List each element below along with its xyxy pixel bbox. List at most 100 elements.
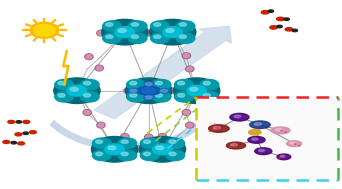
Ellipse shape [83,81,91,85]
Ellipse shape [131,35,139,39]
Ellipse shape [152,92,171,102]
Ellipse shape [209,125,229,132]
Ellipse shape [248,136,265,143]
Ellipse shape [142,88,156,94]
Ellipse shape [106,35,113,39]
Ellipse shape [128,33,147,43]
Ellipse shape [252,138,258,140]
Ellipse shape [102,19,148,45]
Ellipse shape [97,122,105,128]
Ellipse shape [176,33,195,43]
Ellipse shape [84,110,90,115]
Ellipse shape [23,120,30,123]
Ellipse shape [285,28,293,31]
Ellipse shape [127,79,145,90]
Ellipse shape [187,123,193,127]
Ellipse shape [277,17,284,21]
Ellipse shape [130,81,137,85]
FancyBboxPatch shape [196,97,338,180]
Ellipse shape [261,11,269,14]
Ellipse shape [280,155,285,157]
Ellipse shape [95,152,103,156]
Ellipse shape [92,150,111,161]
Ellipse shape [86,55,92,59]
Ellipse shape [143,140,150,143]
Ellipse shape [145,134,153,140]
Ellipse shape [98,123,104,127]
Ellipse shape [145,96,152,99]
Ellipse shape [213,126,220,129]
Ellipse shape [139,136,186,162]
Ellipse shape [118,138,137,148]
Ellipse shape [275,129,282,131]
Ellipse shape [159,134,166,139]
Ellipse shape [173,78,220,104]
Ellipse shape [152,79,171,90]
Ellipse shape [168,89,174,93]
Ellipse shape [126,78,172,104]
Ellipse shape [83,110,91,115]
Ellipse shape [146,31,152,35]
Ellipse shape [8,120,15,123]
Ellipse shape [174,79,193,90]
Ellipse shape [254,123,261,125]
Ellipse shape [96,66,102,70]
Ellipse shape [54,78,100,104]
Ellipse shape [140,138,159,148]
Ellipse shape [186,122,194,128]
Ellipse shape [249,130,261,135]
Ellipse shape [125,89,131,93]
Ellipse shape [83,94,91,97]
Ellipse shape [156,146,164,150]
Ellipse shape [155,94,162,97]
Ellipse shape [118,150,137,161]
Ellipse shape [161,89,168,92]
Ellipse shape [134,146,143,152]
Ellipse shape [177,81,185,85]
Ellipse shape [186,66,194,72]
Ellipse shape [23,132,28,135]
Ellipse shape [29,131,36,134]
Ellipse shape [182,110,190,115]
Ellipse shape [179,35,186,39]
Ellipse shape [159,89,169,93]
Ellipse shape [118,29,126,33]
Ellipse shape [169,152,176,156]
Ellipse shape [231,144,237,146]
Ellipse shape [135,147,142,151]
Ellipse shape [200,92,219,102]
Ellipse shape [150,33,169,43]
Ellipse shape [182,53,190,59]
Ellipse shape [255,148,272,155]
Ellipse shape [121,152,128,156]
Ellipse shape [58,81,65,85]
Ellipse shape [85,54,93,60]
Circle shape [30,22,59,38]
Ellipse shape [3,140,10,143]
Ellipse shape [124,88,132,94]
Ellipse shape [91,136,138,162]
Ellipse shape [137,86,161,95]
Ellipse shape [142,87,150,91]
Ellipse shape [144,95,154,99]
Ellipse shape [130,89,137,92]
Ellipse shape [150,21,169,31]
Ellipse shape [182,31,188,35]
Ellipse shape [268,10,274,12]
Ellipse shape [106,23,113,26]
Ellipse shape [80,92,99,102]
Ellipse shape [183,54,189,58]
Ellipse shape [158,134,167,139]
Ellipse shape [154,23,161,26]
Ellipse shape [130,94,137,97]
Ellipse shape [234,115,241,118]
Ellipse shape [97,30,105,36]
Ellipse shape [153,144,172,155]
Ellipse shape [187,85,207,96]
Ellipse shape [95,65,103,71]
Ellipse shape [190,87,198,91]
Ellipse shape [95,140,103,143]
Ellipse shape [98,31,104,35]
Ellipse shape [131,23,139,26]
Ellipse shape [183,110,189,115]
